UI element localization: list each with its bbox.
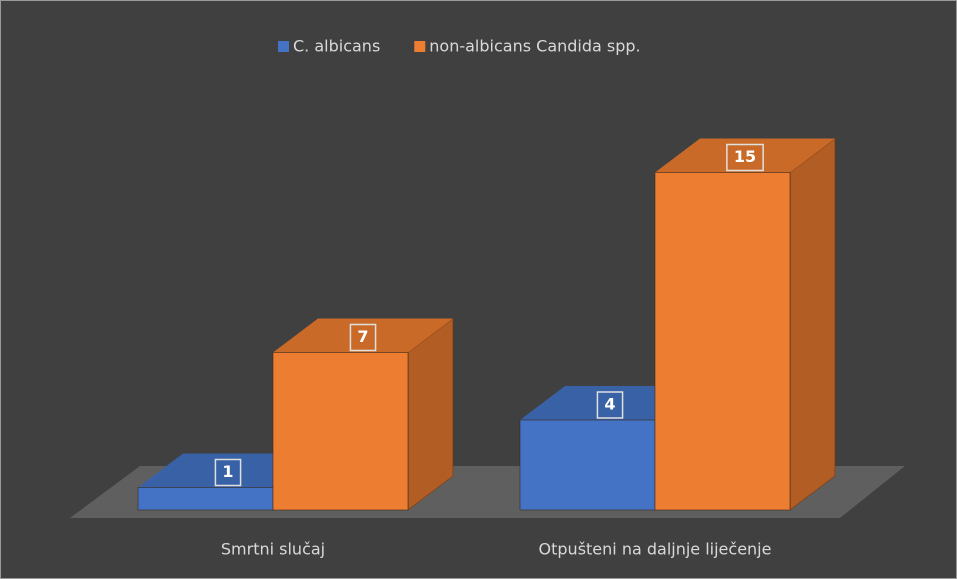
data-label: 1	[222, 462, 233, 481]
bar-top	[273, 318, 453, 353]
data-label-box	[214, 458, 242, 487]
bar-front	[272, 352, 409, 511]
bar-side-shade	[790, 138, 835, 510]
x-tick-label: Otpušteni na daljnje liječenje	[539, 540, 772, 559]
bar	[654, 137, 836, 512]
legend-label: non-albicans Candida spp.	[429, 37, 640, 56]
x-tick-label: Smrtni slučaj	[221, 540, 325, 559]
bar-front	[519, 419, 656, 511]
legend-label: C. albicans	[293, 37, 380, 56]
bar	[272, 317, 454, 512]
legend: C. albicans non-albicans Candida spp.	[278, 37, 641, 56]
data-label-box	[596, 391, 624, 419]
data-label: 15	[734, 147, 756, 166]
bar-top	[655, 138, 835, 173]
data-label-box	[726, 143, 764, 172]
bar-top-shade	[273, 318, 453, 353]
bar-front	[137, 487, 274, 511]
legend-swatch	[278, 41, 289, 52]
data-label: 4	[604, 395, 615, 414]
data-label: 7	[357, 327, 368, 346]
legend-swatch	[414, 41, 426, 52]
data-label-box	[349, 323, 377, 352]
bar-front	[654, 172, 791, 511]
bar-top-shade	[655, 138, 835, 173]
bar-side-shade	[408, 318, 453, 510]
